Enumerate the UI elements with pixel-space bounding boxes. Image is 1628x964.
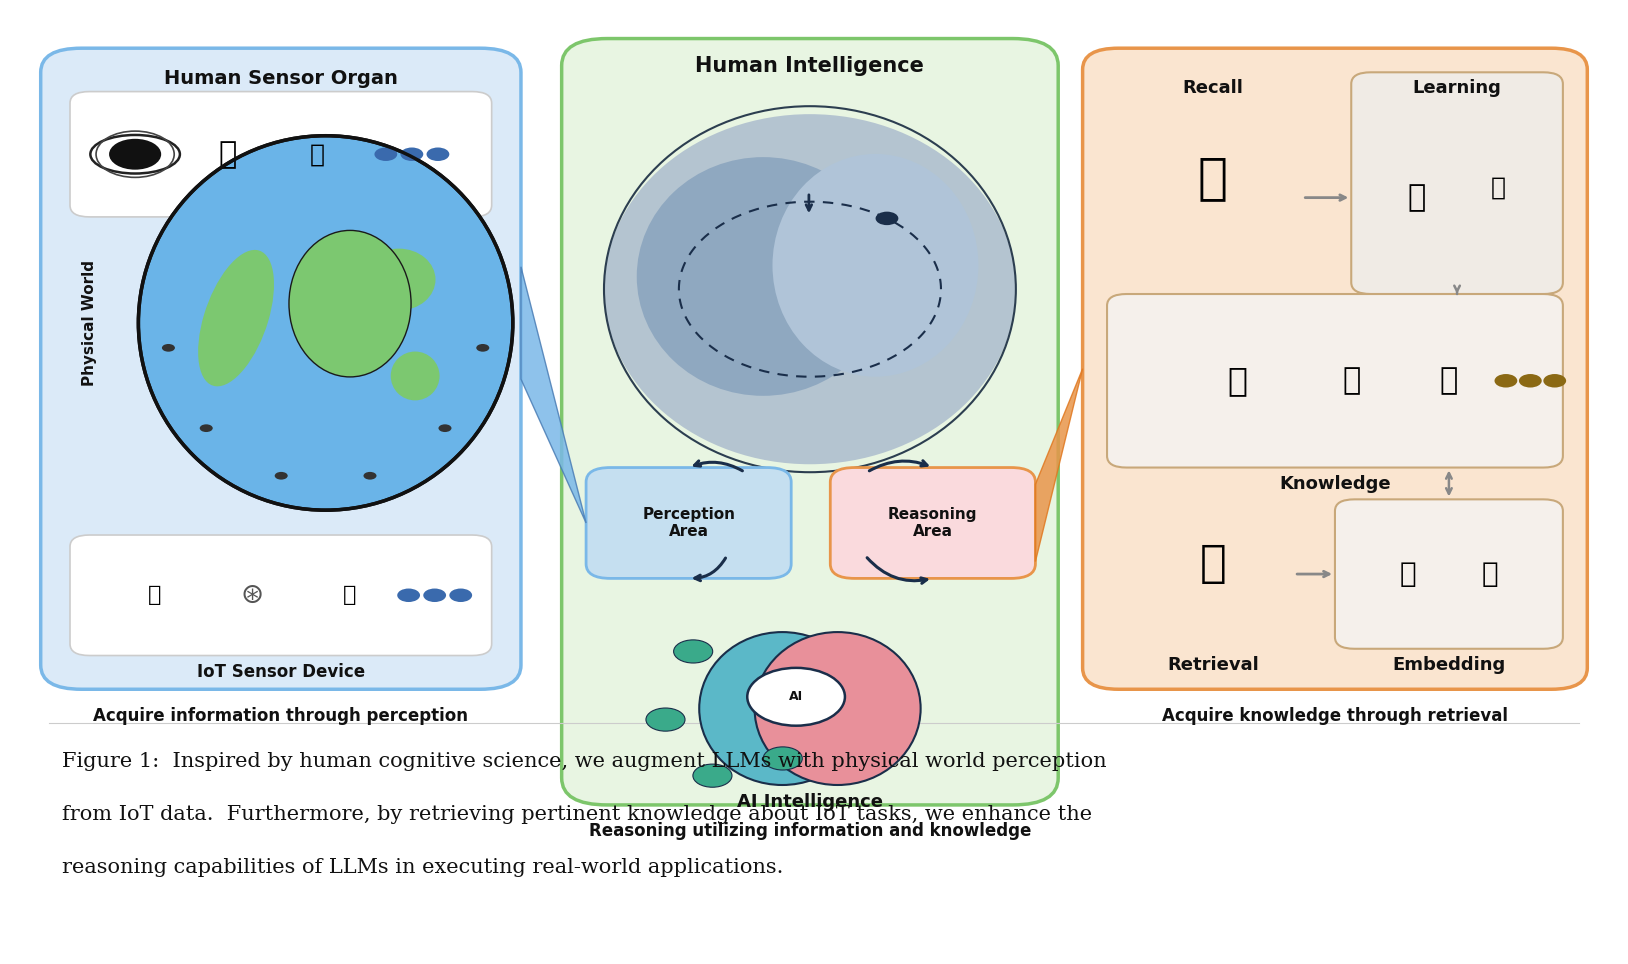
Text: 🔎: 🔎	[1200, 543, 1226, 585]
Circle shape	[423, 588, 446, 602]
Text: Knowledge: Knowledge	[1280, 475, 1390, 494]
Text: 👃: 👃	[309, 143, 326, 166]
Ellipse shape	[604, 114, 1016, 465]
Circle shape	[1495, 374, 1517, 388]
Ellipse shape	[361, 249, 436, 310]
Text: AI Intelligence: AI Intelligence	[737, 793, 882, 812]
Circle shape	[397, 588, 420, 602]
Circle shape	[161, 344, 174, 352]
Text: ⊛: ⊛	[241, 581, 264, 609]
FancyBboxPatch shape	[586, 468, 791, 578]
Text: 🎓: 🎓	[1341, 366, 1361, 395]
Text: AI: AI	[790, 690, 803, 704]
FancyBboxPatch shape	[70, 535, 492, 656]
Circle shape	[694, 764, 733, 788]
FancyBboxPatch shape	[1351, 72, 1563, 294]
Text: Reasoning
Area: Reasoning Area	[889, 507, 977, 539]
Ellipse shape	[637, 157, 889, 396]
Ellipse shape	[90, 135, 179, 174]
Text: 🗄: 🗄	[1400, 560, 1416, 588]
FancyBboxPatch shape	[1335, 499, 1563, 649]
Text: IoT Sensor Device: IoT Sensor Device	[197, 663, 365, 682]
Text: Human Intelligence: Human Intelligence	[695, 56, 925, 76]
Circle shape	[400, 147, 423, 161]
Ellipse shape	[754, 632, 920, 785]
Text: Reasoning utilizing information and knowledge: Reasoning utilizing information and know…	[589, 822, 1031, 841]
Circle shape	[427, 147, 449, 161]
Text: Human Sensor Organ: Human Sensor Organ	[164, 69, 397, 89]
FancyBboxPatch shape	[830, 468, 1035, 578]
Circle shape	[646, 708, 685, 731]
Circle shape	[674, 640, 713, 663]
Polygon shape	[521, 267, 586, 522]
Text: Figure 1:  Inspired by human cognitive science, we augment LLMs with physical wo: Figure 1: Inspired by human cognitive sc…	[62, 752, 1107, 771]
Circle shape	[438, 424, 451, 432]
Ellipse shape	[772, 154, 978, 377]
Text: 📖: 📖	[1407, 183, 1426, 212]
Circle shape	[374, 147, 397, 161]
Text: Learning: Learning	[1413, 79, 1501, 97]
Circle shape	[275, 472, 288, 480]
Text: 🧠: 🧠	[1198, 154, 1228, 202]
Circle shape	[747, 668, 845, 726]
Text: Embedding: Embedding	[1392, 656, 1506, 675]
FancyBboxPatch shape	[41, 48, 521, 689]
Text: Physical World: Physical World	[81, 260, 98, 386]
Circle shape	[109, 139, 161, 170]
Ellipse shape	[698, 632, 866, 785]
Ellipse shape	[199, 250, 274, 387]
Text: 👤: 👤	[1490, 176, 1506, 200]
Text: 🖥: 🖥	[344, 585, 357, 605]
Circle shape	[876, 212, 899, 226]
Text: 🕸: 🕸	[1481, 560, 1498, 588]
Circle shape	[449, 588, 472, 602]
Text: Retrieval: Retrieval	[1167, 656, 1258, 674]
FancyBboxPatch shape	[1107, 294, 1563, 468]
FancyBboxPatch shape	[562, 39, 1058, 805]
FancyBboxPatch shape	[70, 92, 492, 217]
Text: Acquire information through perception: Acquire information through perception	[93, 707, 469, 725]
Text: Perception
Area: Perception Area	[641, 507, 736, 539]
Circle shape	[363, 472, 376, 480]
Text: reasoning capabilities of LLMs in executing real-world applications.: reasoning capabilities of LLMs in execut…	[62, 858, 783, 877]
Circle shape	[1519, 374, 1542, 388]
Circle shape	[200, 424, 213, 432]
Polygon shape	[1035, 369, 1083, 561]
Text: 👂: 👂	[218, 140, 238, 169]
Text: Recall: Recall	[1182, 79, 1244, 97]
Text: Acquire knowledge through retrieval: Acquire knowledge through retrieval	[1162, 707, 1508, 725]
Ellipse shape	[138, 136, 513, 510]
FancyBboxPatch shape	[1083, 48, 1587, 689]
Circle shape	[1543, 374, 1566, 388]
Circle shape	[477, 344, 490, 352]
Ellipse shape	[391, 352, 440, 400]
Text: from IoT data.  Furthermore, by retrieving pertinent knowledge about IoT tasks, : from IoT data. Furthermore, by retrievin…	[62, 805, 1092, 824]
Text: 📖: 📖	[1439, 366, 1459, 395]
Circle shape	[764, 747, 803, 770]
Ellipse shape	[288, 230, 410, 377]
Text: 🕐: 🕐	[148, 585, 161, 605]
Text: 📚: 📚	[1228, 364, 1247, 397]
